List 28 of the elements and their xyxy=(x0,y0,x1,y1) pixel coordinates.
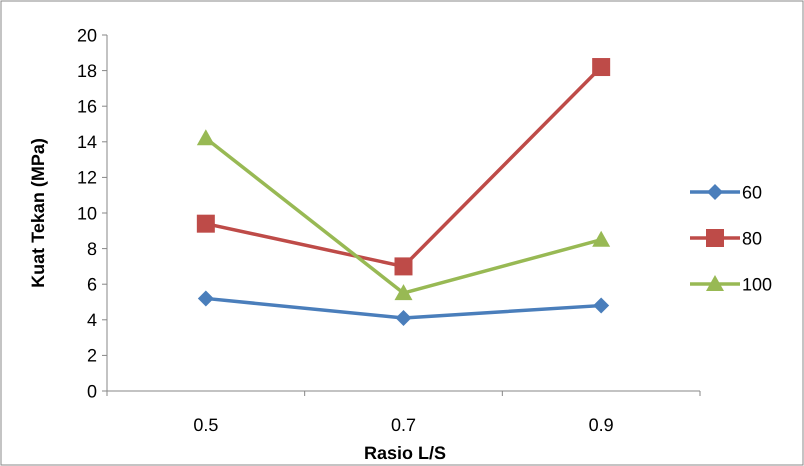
y-tick-label: 6 xyxy=(86,274,97,294)
y-tick-label: 20 xyxy=(76,25,97,46)
legend-label: 100 xyxy=(742,274,772,294)
point xyxy=(196,129,215,146)
y-tick-label: 0 xyxy=(86,381,97,402)
point xyxy=(592,230,610,247)
y-tick-label: 10 xyxy=(76,203,97,224)
x-axis-title: Rasio L/S xyxy=(364,443,446,463)
y-tick-label: 12 xyxy=(76,168,97,188)
y-tick-label: 8 xyxy=(86,238,97,259)
x-tick-label: 0.9 xyxy=(588,415,614,435)
y-tick-label: 14 xyxy=(76,132,97,152)
point xyxy=(396,310,412,326)
y-axis-title: Kuat Tekan (MPa) xyxy=(28,138,48,288)
x-tick-label: 0.5 xyxy=(193,415,218,435)
y-tick-label: 2 xyxy=(86,346,97,366)
point xyxy=(198,290,214,306)
legend-label: 60 xyxy=(742,182,762,202)
point xyxy=(394,257,412,276)
point xyxy=(593,298,610,314)
y-tick-label: 18 xyxy=(76,60,97,81)
x-tick-label: 0.7 xyxy=(390,415,416,435)
y-tick-label: 16 xyxy=(76,96,97,116)
y-tick-label: 4 xyxy=(86,310,97,330)
point xyxy=(592,58,610,76)
point xyxy=(394,284,412,300)
point xyxy=(196,214,215,233)
legend-label: 80 xyxy=(742,228,762,248)
